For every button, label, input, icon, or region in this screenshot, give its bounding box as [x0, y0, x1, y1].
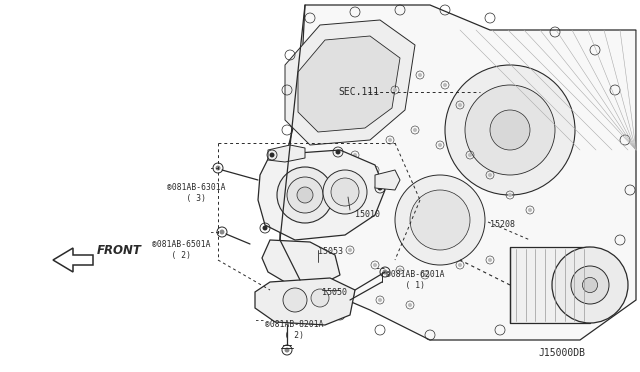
Circle shape	[383, 269, 387, 275]
Circle shape	[458, 103, 462, 107]
Polygon shape	[280, 5, 636, 340]
Circle shape	[582, 278, 598, 293]
Circle shape	[552, 247, 628, 323]
Circle shape	[413, 128, 417, 132]
Circle shape	[328, 163, 332, 167]
Text: 15208: 15208	[490, 220, 515, 229]
Text: ®081AB-6501A
    ( 2): ®081AB-6501A ( 2)	[152, 240, 211, 260]
Circle shape	[465, 85, 555, 175]
Text: 15053: 15053	[318, 247, 343, 256]
Circle shape	[458, 263, 462, 267]
Circle shape	[378, 298, 382, 302]
Circle shape	[518, 253, 522, 257]
Polygon shape	[262, 240, 340, 285]
Circle shape	[443, 83, 447, 87]
Circle shape	[395, 175, 485, 265]
Circle shape	[438, 143, 442, 147]
Polygon shape	[298, 36, 400, 132]
Circle shape	[378, 186, 383, 190]
FancyBboxPatch shape	[510, 247, 590, 323]
Circle shape	[393, 88, 397, 92]
Circle shape	[216, 166, 221, 170]
Polygon shape	[258, 150, 385, 240]
Text: FRONT: FRONT	[97, 244, 142, 257]
Polygon shape	[375, 170, 400, 190]
Circle shape	[571, 266, 609, 304]
Circle shape	[331, 178, 359, 206]
Circle shape	[348, 293, 352, 297]
Circle shape	[285, 347, 289, 353]
Text: ®081AB-6301A
    ( 3): ®081AB-6301A ( 3)	[167, 183, 225, 203]
Circle shape	[277, 167, 333, 223]
Circle shape	[335, 150, 340, 154]
Polygon shape	[268, 145, 305, 162]
Circle shape	[353, 153, 357, 157]
Circle shape	[488, 173, 492, 177]
Circle shape	[323, 170, 367, 214]
Circle shape	[373, 263, 377, 267]
Circle shape	[348, 248, 352, 252]
Circle shape	[287, 177, 323, 213]
Polygon shape	[255, 278, 355, 325]
Text: SEC.111: SEC.111	[338, 87, 379, 97]
Circle shape	[418, 73, 422, 77]
Circle shape	[408, 303, 412, 307]
Circle shape	[373, 168, 377, 172]
Polygon shape	[285, 20, 415, 145]
Text: ®081AB-8201A
    ( 2): ®081AB-8201A ( 2)	[265, 320, 323, 340]
Polygon shape	[53, 248, 93, 272]
Circle shape	[220, 230, 225, 234]
Circle shape	[490, 110, 530, 150]
Circle shape	[283, 288, 307, 312]
Text: 15010: 15010	[355, 210, 380, 219]
Circle shape	[388, 138, 392, 142]
Circle shape	[423, 273, 427, 277]
Text: 15050: 15050	[322, 288, 347, 297]
Circle shape	[358, 188, 362, 192]
Circle shape	[488, 258, 492, 262]
Circle shape	[262, 225, 268, 231]
Text: J15000DB: J15000DB	[538, 348, 585, 358]
Circle shape	[445, 65, 575, 195]
Circle shape	[410, 190, 470, 250]
Text: ®081AB-6201A
    ( 1): ®081AB-6201A ( 1)	[386, 270, 445, 290]
Circle shape	[398, 268, 402, 272]
Circle shape	[528, 208, 532, 212]
Circle shape	[269, 153, 275, 157]
Circle shape	[311, 289, 329, 307]
Circle shape	[297, 187, 313, 203]
Circle shape	[468, 153, 472, 157]
Circle shape	[508, 193, 512, 197]
